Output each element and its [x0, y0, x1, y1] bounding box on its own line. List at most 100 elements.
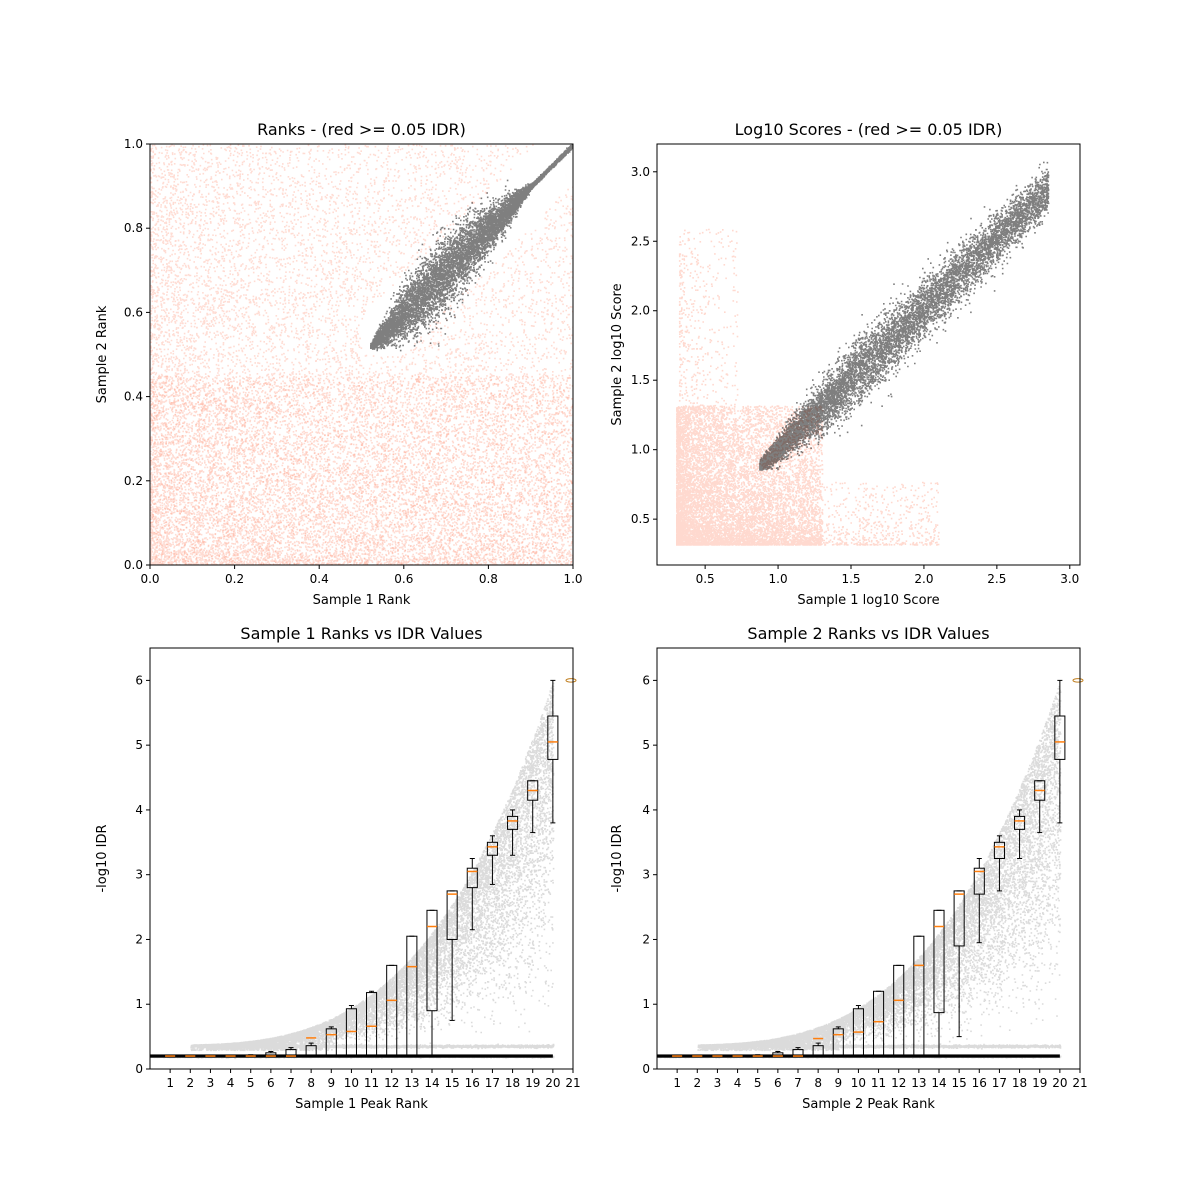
y-tick-label: 0	[135, 1062, 143, 1076]
x-tick-label: 0.8	[479, 572, 498, 586]
x-tick-label: 2.0	[914, 572, 933, 586]
box-iqr	[345, 1008, 357, 1057]
y-tick-label: 6	[135, 673, 143, 687]
y-axis-label: Sample 2 log10 Score	[610, 283, 625, 425]
x-tick-label: 6	[774, 1076, 782, 1090]
x-tick-label: 0.0	[140, 572, 159, 586]
box-9	[832, 1026, 844, 1057]
x-tick-label: 19	[1032, 1076, 1047, 1090]
x-tick-label: 18	[505, 1076, 520, 1090]
outlier-marker	[1072, 678, 1084, 683]
x-tick-label: 2	[186, 1076, 194, 1090]
y-tick-label: 2.0	[631, 304, 650, 318]
box-20	[547, 679, 559, 824]
x-tick-label: 8	[814, 1076, 822, 1090]
x-tick-label: 1.0	[563, 572, 582, 586]
box-7	[285, 1047, 297, 1057]
box-17	[486, 835, 498, 885]
x-tick-label: 0.5	[696, 572, 715, 586]
y-tick-label: 3	[135, 868, 143, 882]
x-tick-label: 14	[424, 1076, 439, 1090]
x-tick-label: 4	[734, 1076, 742, 1090]
x-tick-label: 0.6	[394, 572, 413, 586]
y-axis-label: -log10 IDR	[95, 824, 110, 892]
outlier-marker	[565, 678, 577, 683]
x-tick-label: 1	[673, 1076, 681, 1090]
box-9	[325, 1026, 337, 1057]
box-2	[184, 1055, 196, 1058]
x-tick-label: 3	[207, 1076, 215, 1090]
y-tick-label: 3.0	[631, 165, 650, 179]
box-3	[204, 1055, 216, 1058]
x-tick-label: 1	[166, 1076, 174, 1090]
x-tick-label: 4	[227, 1076, 235, 1090]
box-1	[671, 1055, 683, 1058]
box-16	[466, 858, 478, 931]
box-iqr	[507, 815, 519, 830]
box-19	[527, 780, 539, 834]
box-17	[993, 835, 1005, 892]
red-points	[150, 144, 573, 565]
box-5	[245, 1054, 257, 1057]
box-iqr	[933, 909, 945, 1014]
y-tick-label: 4	[135, 803, 143, 817]
x-tick-label: 15	[445, 1076, 460, 1090]
box-iqr	[547, 715, 559, 760]
box-iqr	[305, 1045, 317, 1057]
y-axis-label: -log10 IDR	[610, 824, 625, 892]
box-15	[953, 890, 965, 1038]
x-tick-label: 12	[891, 1076, 906, 1090]
box-3	[711, 1055, 723, 1058]
x-tick-label: 18	[1012, 1076, 1027, 1090]
x-tick-label: 0.2	[225, 572, 244, 586]
box-11	[366, 990, 378, 1057]
x-tick-label: 13	[911, 1076, 926, 1090]
plot-frame	[149, 143, 574, 566]
x-tick-label: 6	[267, 1076, 275, 1090]
x-tick-label: 1.0	[769, 572, 788, 586]
x-tick-label: 15	[952, 1076, 967, 1090]
chart-title: Log10 Scores - (red >= 0.05 IDR)	[735, 120, 1003, 139]
box-14	[933, 909, 945, 1057]
y-tick-label: 0.0	[124, 558, 143, 572]
x-tick-label: 3	[714, 1076, 722, 1090]
x-tick-label: 7	[287, 1076, 295, 1090]
chart-title: Sample 1 Ranks vs IDR Values	[240, 624, 482, 643]
box-15	[446, 890, 458, 1021]
box-8	[812, 1037, 824, 1057]
idr-boxplot-chart-2: 1 2 3 4 5 6 7 8 9 10 11 12 13 14 15 16 17 18 19 20 210123456…	[610, 624, 1088, 1112]
box-13	[913, 935, 925, 1057]
box-iqr	[832, 1028, 844, 1057]
box-4	[732, 1055, 744, 1058]
red-point-cloud-low	[150, 375, 573, 565]
box-12	[386, 964, 398, 1057]
x-tick-label: 2	[693, 1076, 701, 1090]
x-tick-label: 14	[931, 1076, 946, 1090]
box-13	[406, 935, 418, 1057]
plot-frame	[656, 647, 1081, 1070]
box-iqr	[386, 964, 398, 1057]
box-8	[305, 1037, 317, 1057]
y-tick-label: 5	[642, 738, 650, 752]
box-18	[1014, 809, 1026, 859]
x-tick-label: 9	[327, 1076, 335, 1090]
box-1	[164, 1055, 176, 1058]
x-tick-label: 9	[834, 1076, 842, 1090]
box-6	[772, 1051, 784, 1057]
box-iqr	[873, 990, 885, 1057]
box-iqr	[366, 992, 378, 1057]
y-tick-label: 1	[642, 997, 650, 1011]
y-tick-label: 0.2	[124, 474, 143, 488]
chart-title: Sample 2 Ranks vs IDR Values	[747, 624, 989, 643]
x-tick-label: 21	[1072, 1076, 1087, 1090]
box-iqr	[406, 935, 418, 1057]
y-tick-label: 0.4	[124, 390, 143, 404]
box-5	[752, 1054, 764, 1057]
y-tick-label: 4	[642, 803, 650, 817]
box-20	[1054, 679, 1066, 824]
x-tick-label: 20	[545, 1076, 560, 1090]
chart-title: Ranks - (red >= 0.05 IDR)	[257, 120, 466, 139]
black-point-band	[370, 144, 573, 352]
box-iqr	[426, 909, 438, 1012]
y-tick-label: 0.5	[631, 512, 650, 526]
